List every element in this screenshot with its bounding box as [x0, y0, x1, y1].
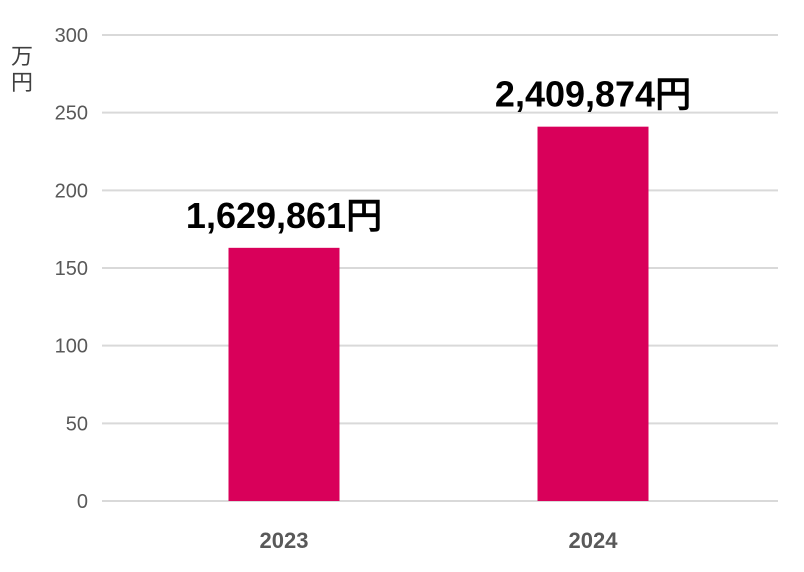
y-axis-unit-label: 万円: [11, 45, 33, 96]
data-labels: 1,629,861円 2,409,874円: [186, 74, 691, 236]
y-tick-label-0: 0: [77, 491, 88, 513]
y-tick-label-300: 300: [55, 25, 88, 47]
y-axis-ticks: 0 50 100 150 200 250 300: [55, 25, 88, 513]
unit-char: 円: [11, 71, 33, 96]
x-axis-categories: 2023 2024: [260, 528, 619, 553]
gridlines: [102, 34, 778, 502]
bar-2024: [537, 126, 649, 502]
x-category-label-2024: 2024: [569, 528, 619, 553]
y-tick-label-250: 250: [55, 103, 88, 125]
y-tick-label-200: 200: [55, 180, 88, 202]
bar-2023: [228, 247, 340, 501]
y-tick-label-150: 150: [55, 258, 88, 280]
y-tick-label-50: 50: [66, 413, 88, 435]
unit-char: 万: [11, 45, 33, 70]
data-label-2024: 2,409,874円: [495, 74, 691, 115]
y-tick-label-100: 100: [55, 336, 88, 358]
data-label-2023: 1,629,861円: [186, 195, 382, 236]
x-category-label-2023: 2023: [260, 528, 309, 553]
bars: [228, 126, 649, 502]
